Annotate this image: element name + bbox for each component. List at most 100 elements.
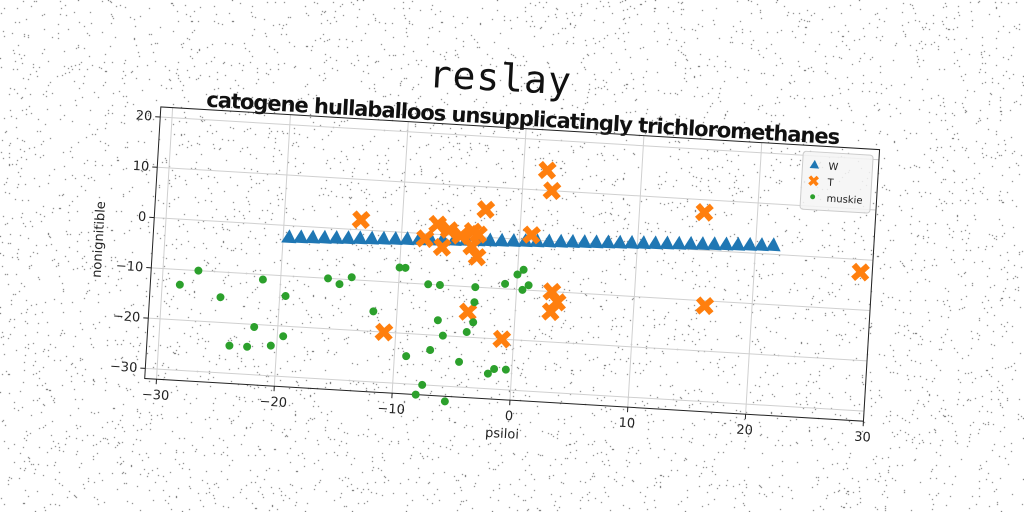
point-W — [765, 237, 781, 252]
point-W — [694, 236, 710, 251]
point-T — [492, 329, 512, 349]
point-W — [399, 231, 415, 246]
point-muskie — [216, 293, 225, 302]
legend-marker-muskie — [810, 194, 816, 200]
x-tick-label: −20 — [259, 394, 287, 411]
point-muskie — [513, 270, 522, 279]
point-T — [374, 322, 394, 342]
point-muskie — [490, 364, 499, 373]
point-muskie — [250, 322, 259, 331]
point-muskie — [519, 265, 528, 274]
point-W — [753, 237, 769, 252]
point-muskie — [524, 281, 533, 290]
legend-marker-W — [809, 159, 820, 169]
point-muskie — [418, 380, 427, 389]
point-muskie — [438, 331, 447, 340]
point-muskie — [518, 285, 527, 294]
point-W — [623, 234, 639, 249]
grid-line-x — [391, 121, 409, 394]
point-T — [469, 224, 488, 244]
point-muskie — [455, 357, 464, 366]
point-W — [328, 229, 344, 245]
point-W — [552, 233, 569, 248]
point-T — [432, 237, 452, 257]
point-muskie — [281, 292, 290, 301]
y-tick-label: −20 — [112, 309, 140, 326]
x-axis-ticks: −30 −20 −10 0 10 20 30 — [141, 379, 871, 446]
y-tick-label: −10 — [115, 259, 143, 276]
point-W — [340, 230, 356, 245]
point-muskie — [401, 263, 410, 272]
y-tick-label: 10 — [132, 159, 149, 175]
point-muskie — [501, 365, 510, 374]
point-muskie — [462, 328, 471, 337]
point-W — [304, 229, 320, 244]
point-muskie — [258, 275, 267, 284]
grid-line-y — [145, 367, 865, 412]
point-T — [458, 302, 478, 322]
legend-label-muskie: muskie — [826, 194, 863, 207]
point-T — [476, 200, 496, 219]
point-W — [281, 229, 297, 244]
point-W — [316, 229, 332, 244]
point-W — [564, 233, 580, 248]
point-W — [741, 236, 758, 251]
point-W — [706, 236, 722, 251]
grid-line-x — [273, 114, 291, 387]
point-W — [659, 235, 675, 250]
x-tick-label: 30 — [854, 430, 871, 446]
legend-box — [799, 150, 874, 214]
point-W — [647, 235, 663, 250]
grid-line-y — [151, 267, 871, 312]
legend-label-W: W — [828, 162, 839, 174]
x-tick-label: 0 — [504, 409, 513, 424]
point-W — [670, 235, 687, 250]
legend-marker-T — [808, 175, 819, 187]
y-tick-label: 0 — [138, 210, 147, 225]
point-T — [537, 160, 557, 180]
x-tick-label: −10 — [377, 401, 405, 418]
point-muskie — [266, 341, 275, 350]
grid-line-x — [745, 142, 763, 415]
x-axis-label: psiloi — [485, 426, 520, 443]
point-T — [415, 229, 435, 249]
point-T — [428, 214, 448, 234]
x-tick-label: −30 — [141, 387, 169, 404]
point-muskie — [426, 346, 435, 355]
point-muskie — [424, 280, 433, 289]
grid-line-y — [157, 166, 877, 211]
grid-line-y — [160, 116, 879, 161]
point-muskie — [402, 352, 411, 361]
point-T — [851, 262, 870, 282]
chart-title: catogene hullaballoos unsupplicatingly t… — [206, 88, 841, 150]
point-T — [695, 296, 715, 316]
point-T — [467, 247, 487, 267]
x-tick-label: 20 — [736, 423, 753, 439]
y-axis-ticks: −30 −20 −10 0 10 20 — [109, 109, 161, 376]
point-W — [292, 229, 309, 244]
y-tick-label: 20 — [135, 109, 152, 125]
chart: catogene hullaballoos unsupplicatingly t… — [90, 88, 881, 446]
point-muskie — [194, 266, 203, 275]
point-muskie — [347, 273, 356, 282]
point-W — [682, 235, 698, 250]
point-W — [352, 230, 368, 245]
y-tick-label: −30 — [109, 359, 137, 376]
point-W — [363, 230, 380, 245]
point-W — [576, 234, 592, 249]
point-W — [600, 234, 616, 249]
point-W — [588, 234, 604, 249]
point-muskie — [175, 280, 184, 289]
series-muskie — [175, 263, 533, 406]
grid-line-x — [509, 128, 527, 401]
point-T — [351, 210, 371, 230]
point-W — [541, 233, 557, 248]
point-muskie — [470, 298, 479, 307]
point-T — [694, 203, 714, 222]
point-T — [542, 282, 562, 302]
point-T — [542, 181, 562, 201]
point-W — [718, 236, 734, 251]
